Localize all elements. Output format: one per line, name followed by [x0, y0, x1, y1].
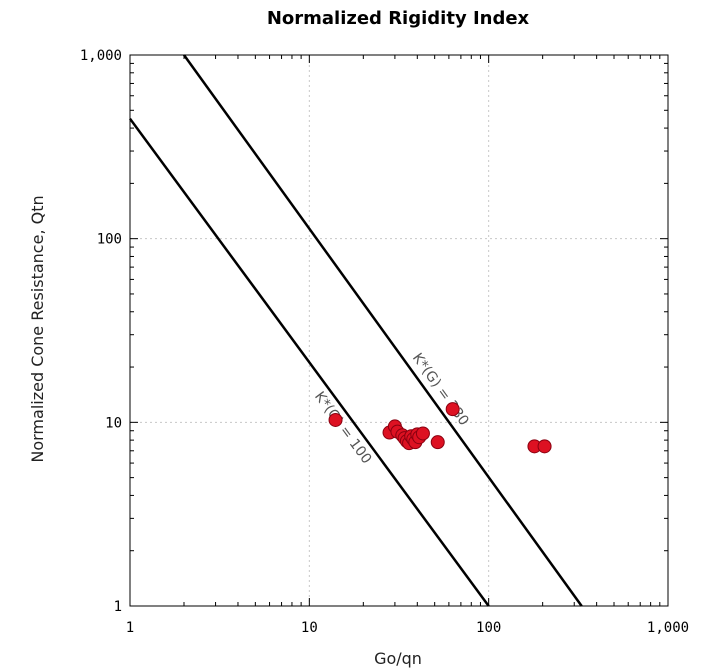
data-point [415, 426, 430, 441]
x-tick-label: 100 [476, 620, 501, 636]
x-tick-label: 1,000 [647, 620, 689, 636]
y-tick-label: 1 [114, 599, 122, 615]
data-point [445, 402, 460, 417]
reference-line [182, 54, 583, 607]
data-point [430, 435, 445, 450]
grid [130, 55, 668, 606]
reference-line-label: K*(G) = 100 [311, 389, 374, 467]
data-point [537, 439, 552, 454]
x-tick-label: 1 [126, 620, 134, 636]
x-tick-label: 10 [301, 620, 318, 636]
data-point [328, 412, 343, 427]
chart-title: Normalized Rigidity Index [267, 8, 530, 29]
reference-line-label: K*(G) = 330 [409, 350, 472, 429]
data-points [328, 402, 552, 454]
reference-lines: K*(G) = 100 K*(G) = 330 [128, 54, 583, 607]
reference-line [128, 117, 490, 607]
y-axis-label: Normalized Cone Resistance, Qtn [28, 195, 47, 462]
plot-frame [129, 54, 669, 607]
axis-ticks: 1 10 100 1,000 1 10 100 1,000 [80, 48, 689, 636]
y-tick-label: 1,000 [80, 48, 122, 64]
y-tick-label: 100 [97, 232, 122, 248]
y-tick-label: 10 [105, 415, 122, 431]
x-axis-label: Go/qn [374, 649, 422, 668]
